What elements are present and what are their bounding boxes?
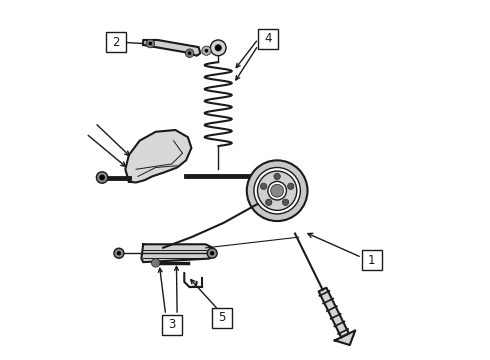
Circle shape (215, 45, 221, 51)
FancyBboxPatch shape (362, 250, 382, 270)
Circle shape (205, 49, 208, 53)
Circle shape (270, 184, 284, 197)
Circle shape (151, 258, 160, 267)
FancyBboxPatch shape (212, 307, 232, 328)
Circle shape (274, 173, 280, 180)
Circle shape (117, 251, 121, 255)
Circle shape (97, 172, 108, 183)
Text: 1: 1 (368, 254, 375, 267)
Circle shape (282, 199, 289, 206)
Text: 3: 3 (168, 318, 175, 331)
FancyBboxPatch shape (162, 315, 182, 335)
Circle shape (207, 248, 217, 258)
Polygon shape (125, 130, 192, 183)
Polygon shape (143, 40, 200, 56)
Circle shape (185, 49, 194, 58)
Circle shape (266, 199, 272, 206)
Text: 5: 5 (218, 311, 225, 324)
Polygon shape (335, 330, 355, 345)
FancyBboxPatch shape (106, 32, 126, 53)
Polygon shape (142, 244, 215, 262)
Circle shape (114, 248, 124, 258)
Circle shape (288, 183, 294, 189)
Circle shape (210, 251, 214, 255)
Polygon shape (318, 288, 349, 337)
Text: 4: 4 (265, 32, 272, 45)
Circle shape (202, 46, 211, 55)
Text: 2: 2 (112, 36, 120, 49)
Circle shape (260, 183, 267, 189)
Circle shape (254, 167, 300, 214)
Circle shape (247, 160, 308, 221)
Circle shape (146, 39, 155, 48)
Circle shape (210, 40, 226, 56)
Circle shape (99, 175, 105, 180)
FancyBboxPatch shape (258, 29, 278, 49)
Circle shape (148, 42, 152, 45)
Circle shape (268, 181, 287, 200)
Circle shape (258, 171, 297, 210)
Circle shape (188, 51, 192, 55)
